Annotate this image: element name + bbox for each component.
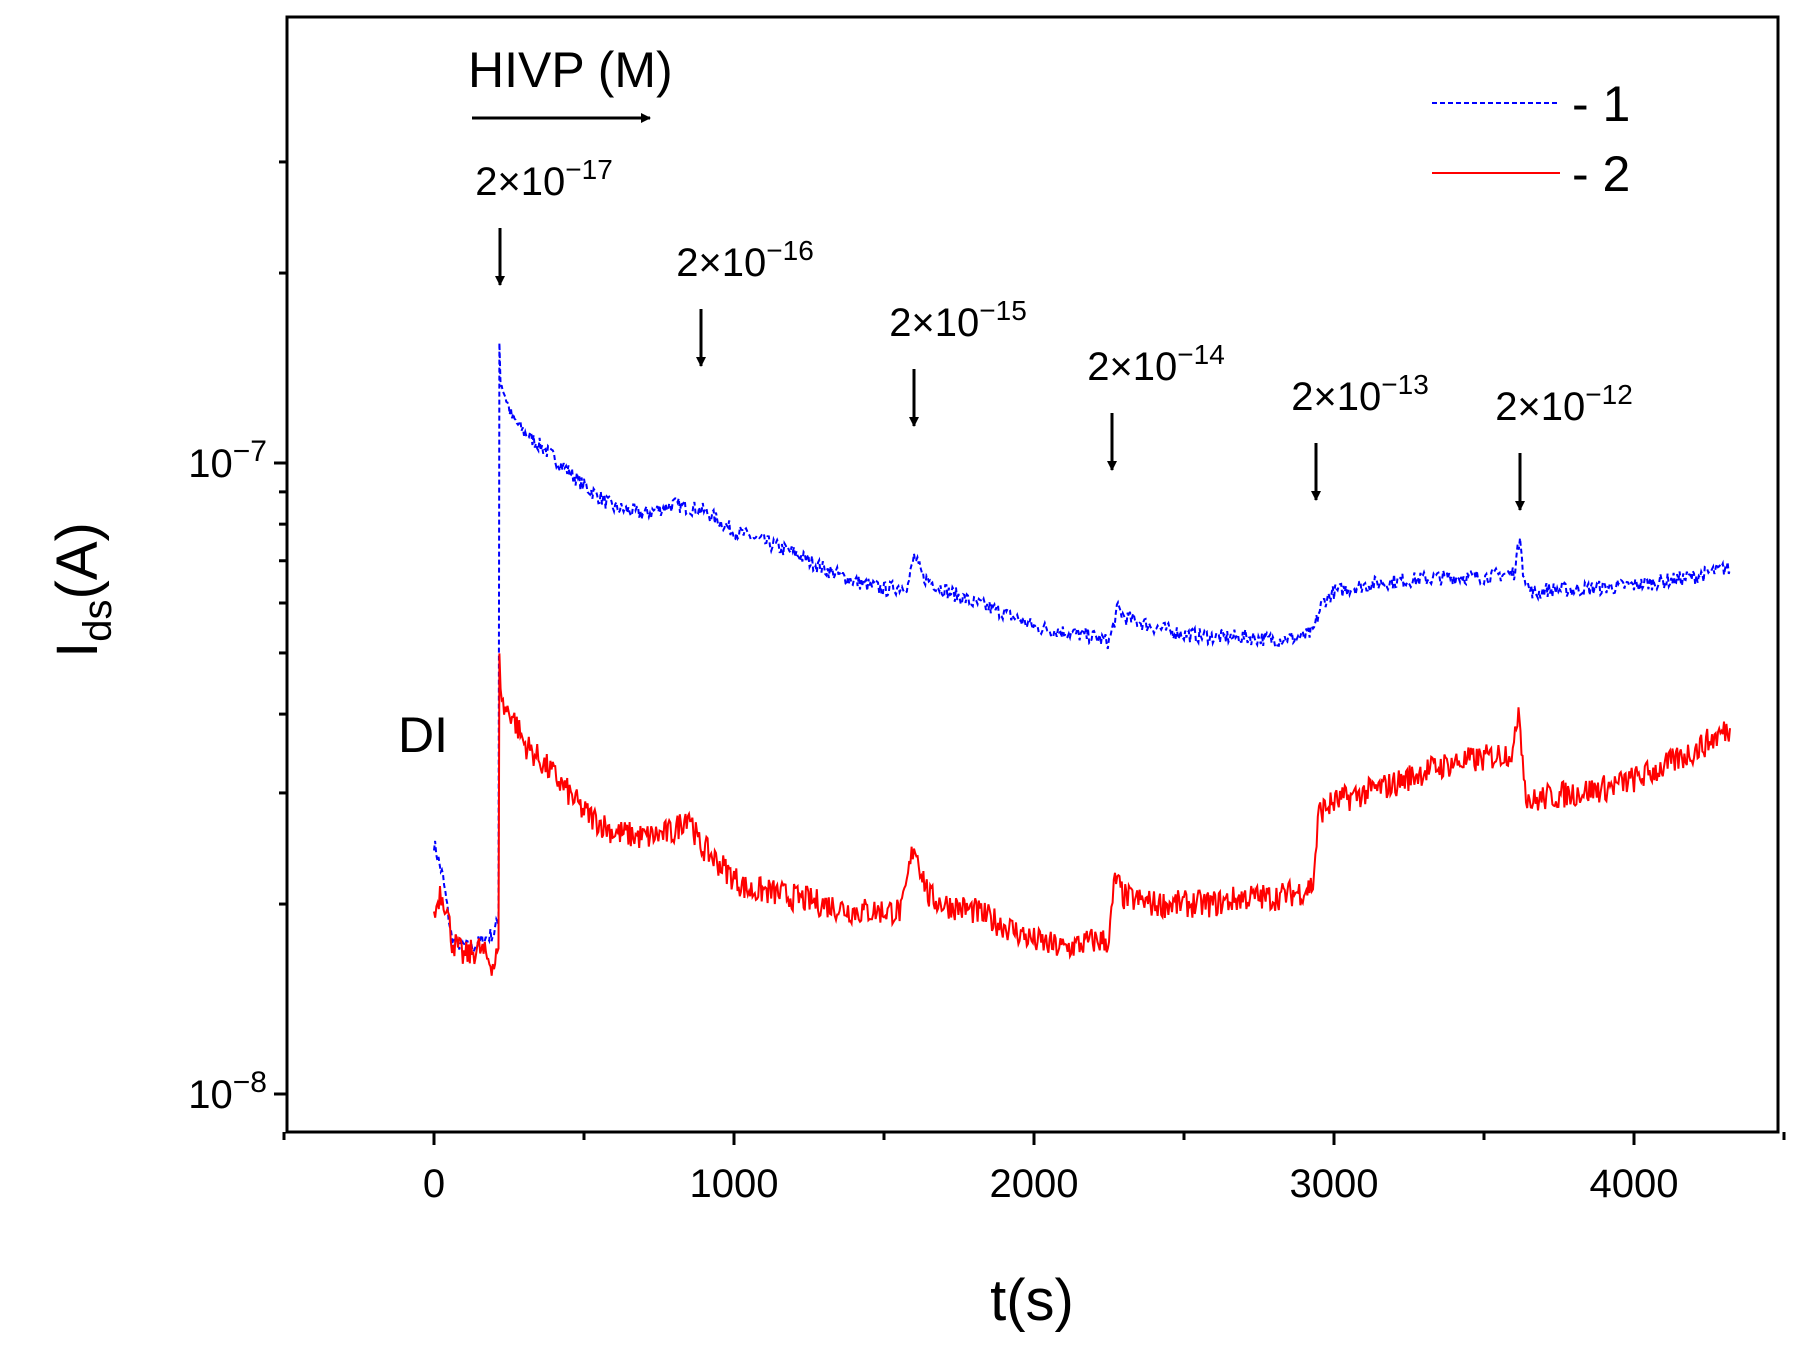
concentration-marker-label: 2×10−13 — [1291, 369, 1429, 419]
y-axis-title-base: I — [45, 642, 110, 658]
y-tick-label: 10−8 — [188, 1066, 267, 1117]
concentration-marker-label-exponent: −16 — [766, 235, 814, 266]
concentration-marker-label-exponent: −17 — [565, 154, 613, 185]
concentration-marker-label-base: 2×10 — [889, 301, 979, 345]
series-layer — [433, 342, 1731, 976]
x-tick-label: 3000 — [1290, 1162, 1379, 1206]
y-axis-title: Ids(A) — [45, 522, 120, 658]
x-tick-label: 4000 — [1590, 1162, 1679, 1206]
di-label: DI — [398, 707, 448, 763]
concentration-marker-label-exponent: −14 — [1177, 339, 1225, 370]
x-axis-title: t(s) — [990, 1268, 1074, 1333]
concentration-marker-label-exponent: −13 — [1381, 369, 1429, 400]
y-tick-label: 10−7 — [188, 435, 267, 486]
annotation-layer: HIVP (M) DI 2×10−172×10−162×10−152×10−14… — [398, 42, 1633, 763]
concentration-marker-label-base: 2×10 — [676, 241, 766, 285]
concentration-marker-label-exponent: −12 — [1585, 379, 1633, 410]
y-tick-label-exponent: −8 — [233, 1066, 267, 1099]
y-tick-label-base: 10 — [188, 442, 233, 486]
y-tick-label-exponent: −7 — [233, 435, 267, 468]
phase-label: HIVP (M) — [468, 42, 673, 98]
concentration-marker-label-exponent: −15 — [979, 295, 1027, 326]
x-tick-label: 0 — [423, 1162, 445, 1206]
concentration-marker-label-base: 2×10 — [475, 160, 565, 204]
legend-label-1: - 1 — [1572, 76, 1630, 132]
y-axis: 10−710−8 — [188, 160, 287, 1117]
concentration-marker-label: 2×10−15 — [889, 295, 1027, 345]
concentration-marker-label-base: 2×10 — [1291, 375, 1381, 419]
series-2-line — [433, 653, 1731, 976]
concentration-marker-label-base: 2×10 — [1495, 385, 1585, 429]
legend-label-2: - 2 — [1572, 146, 1630, 202]
y-tick-label-base: 10 — [188, 1073, 233, 1117]
x-axis: 0 1000 2000 3000 4000 — [282, 1132, 1786, 1206]
x-tick-label: 1000 — [690, 1162, 779, 1206]
x-tick-label: 2000 — [990, 1162, 1079, 1206]
legend: - 1- 2 — [1432, 76, 1630, 202]
concentration-marker-label: 2×10−12 — [1495, 379, 1633, 429]
concentration-marker-label: 2×10−14 — [1087, 339, 1225, 389]
concentration-marker-label: 2×10−17 — [475, 154, 613, 204]
concentration-marker-label-base: 2×10 — [1087, 345, 1177, 389]
y-axis-title-unit: (A) — [45, 522, 110, 599]
y-axis-title-subscript: ds — [76, 599, 120, 641]
concentration-marker-label: 2×10−16 — [676, 235, 814, 285]
series-1-line — [433, 342, 1731, 954]
